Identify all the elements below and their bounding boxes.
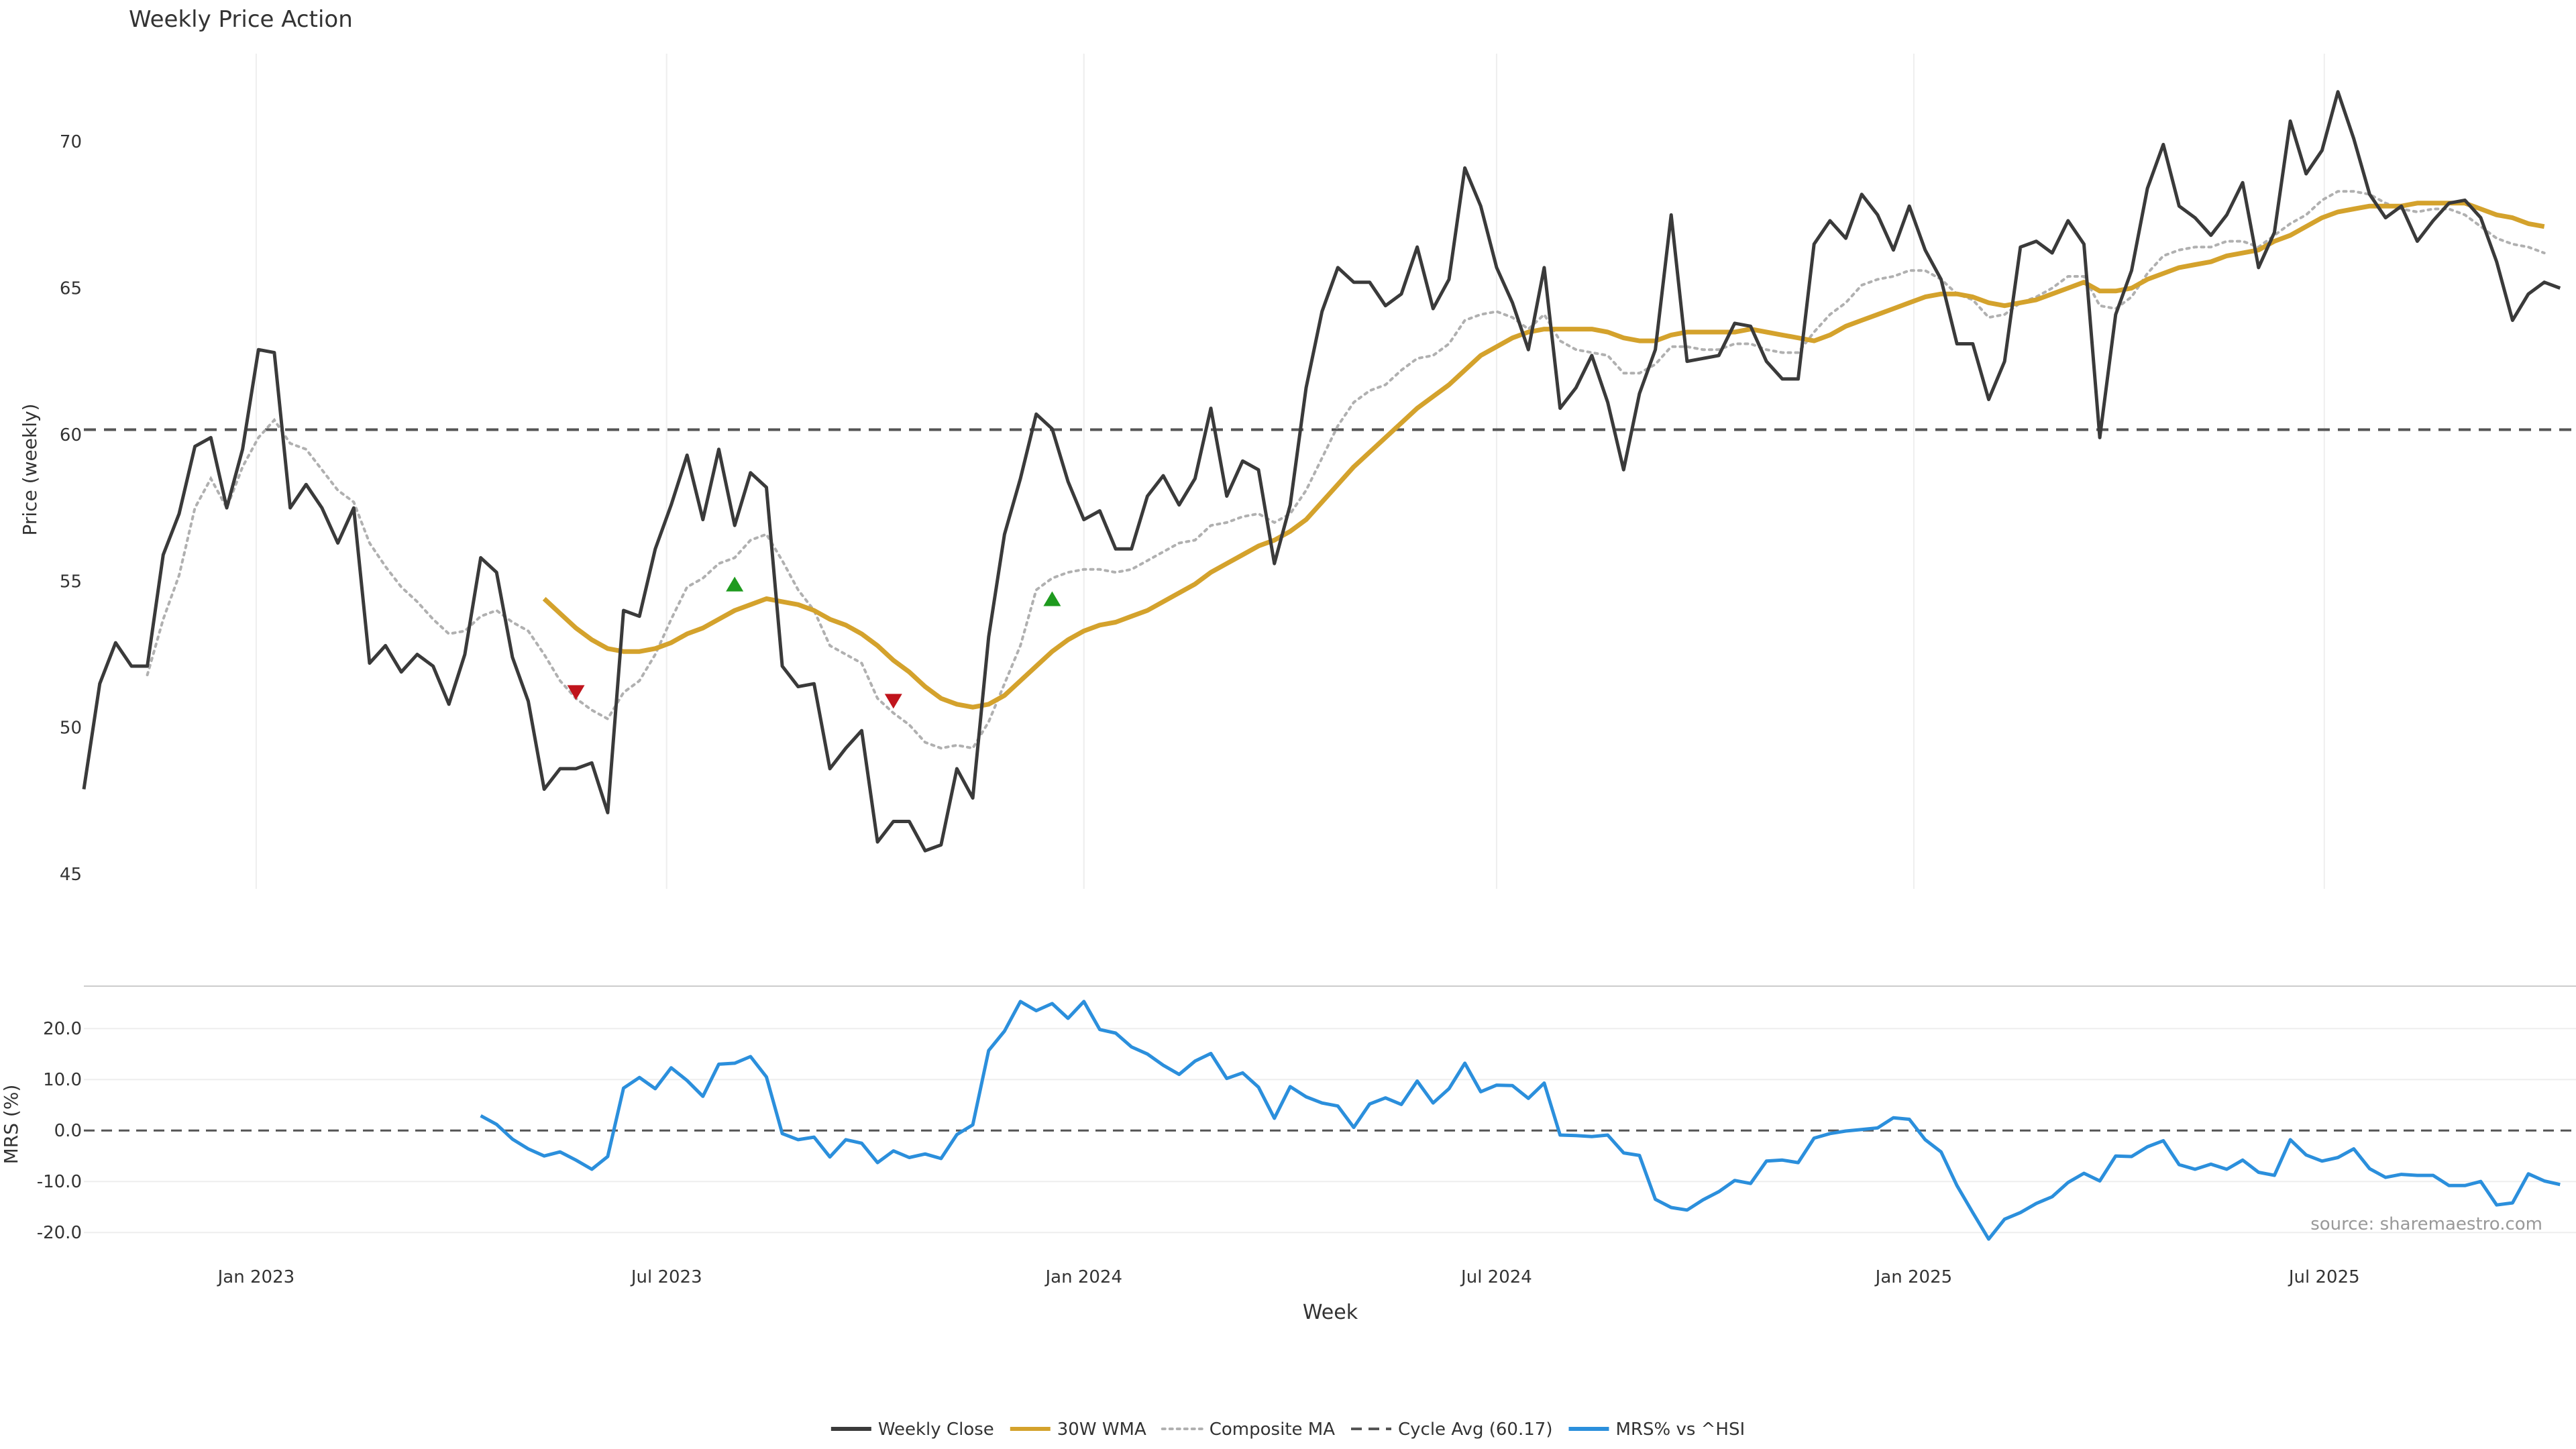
mrs-y-tick-label: 20.0	[43, 1019, 82, 1039]
sell-signal-marker	[567, 685, 585, 700]
sell-signal-marker	[884, 694, 902, 709]
price-y-ticks: 45 50 55 60 65 70	[60, 132, 82, 885]
source-note: source: sharemaestro.com	[2310, 1214, 2542, 1234]
mrs-y-tick-label: -10.0	[37, 1172, 82, 1192]
x-tick-label: Jan 2024	[1044, 1267, 1122, 1287]
mrs-y-tick-label: -20.0	[37, 1223, 82, 1243]
price-grid	[255, 54, 2325, 889]
mrs-line	[480, 1000, 2561, 1241]
legend-label: Weekly Close	[878, 1419, 994, 1440]
buy-signal-marker	[1043, 591, 1061, 606]
mrs-y-tick-label: 0.0	[54, 1121, 82, 1141]
legend-label: Cycle Avg (60.17)	[1398, 1419, 1552, 1440]
mrs-y-ticks: -20.0 -10.0 0.0 10.0 20.0	[37, 1019, 82, 1243]
price-series	[82, 90, 2576, 853]
legend-item: MRS% vs ^HSI	[1568, 1419, 1745, 1440]
signal-markers	[567, 576, 1061, 709]
price-y-tick-label: 45	[60, 865, 82, 885]
x-tick-label: Jan 2025	[1874, 1267, 1953, 1287]
x-tick-label: Jul 2024	[1460, 1267, 1532, 1287]
x-ticks: Jan 2023 Jul 2023 Jan 2024 Jul 2024 Jan 2025…	[217, 1267, 2360, 1287]
legend-item: Cycle Avg (60.17)	[1351, 1419, 1552, 1440]
price-y-tick-label: 50	[60, 718, 82, 739]
price-y-tick-label: 60	[60, 425, 82, 445]
weekly-close-line	[82, 90, 2561, 853]
x-tick-label: Jul 2023	[630, 1267, 702, 1287]
wma-30w-line	[542, 201, 2545, 710]
chart-title: Weekly Price Action	[129, 6, 353, 33]
mrs-y-tick-label: 10.0	[43, 1070, 82, 1090]
composite-ma-line	[146, 190, 2546, 750]
buy-signal-marker	[726, 576, 744, 592]
price-y-tick-label: 70	[60, 132, 82, 152]
legend-label: Composite MA	[1210, 1419, 1335, 1440]
price-y-label: Price (weekly)	[19, 404, 41, 536]
price-y-tick-label: 65	[60, 278, 82, 299]
legend-item: Composite MA	[1161, 1419, 1335, 1440]
x-axis-label: Week	[1303, 1301, 1358, 1324]
legend-label: 30W WMA	[1057, 1419, 1146, 1440]
legend-item: 30W WMA	[1010, 1419, 1146, 1440]
x-tick-label: Jan 2023	[217, 1267, 295, 1287]
mrs-series	[480, 1000, 2561, 1241]
x-tick-label: Jul 2025	[2288, 1267, 2360, 1287]
mrs-y-label: MRS (%)	[0, 1085, 22, 1165]
legend: Weekly Close 30W WMA Composite MA Cycle Avg…	[830, 1419, 1745, 1440]
legend-label: MRS% vs ^HSI	[1615, 1419, 1745, 1440]
mrs-grid	[84, 1028, 2576, 1234]
legend-item: Weekly Close	[830, 1419, 994, 1440]
price-y-tick-label: 55	[60, 572, 82, 592]
